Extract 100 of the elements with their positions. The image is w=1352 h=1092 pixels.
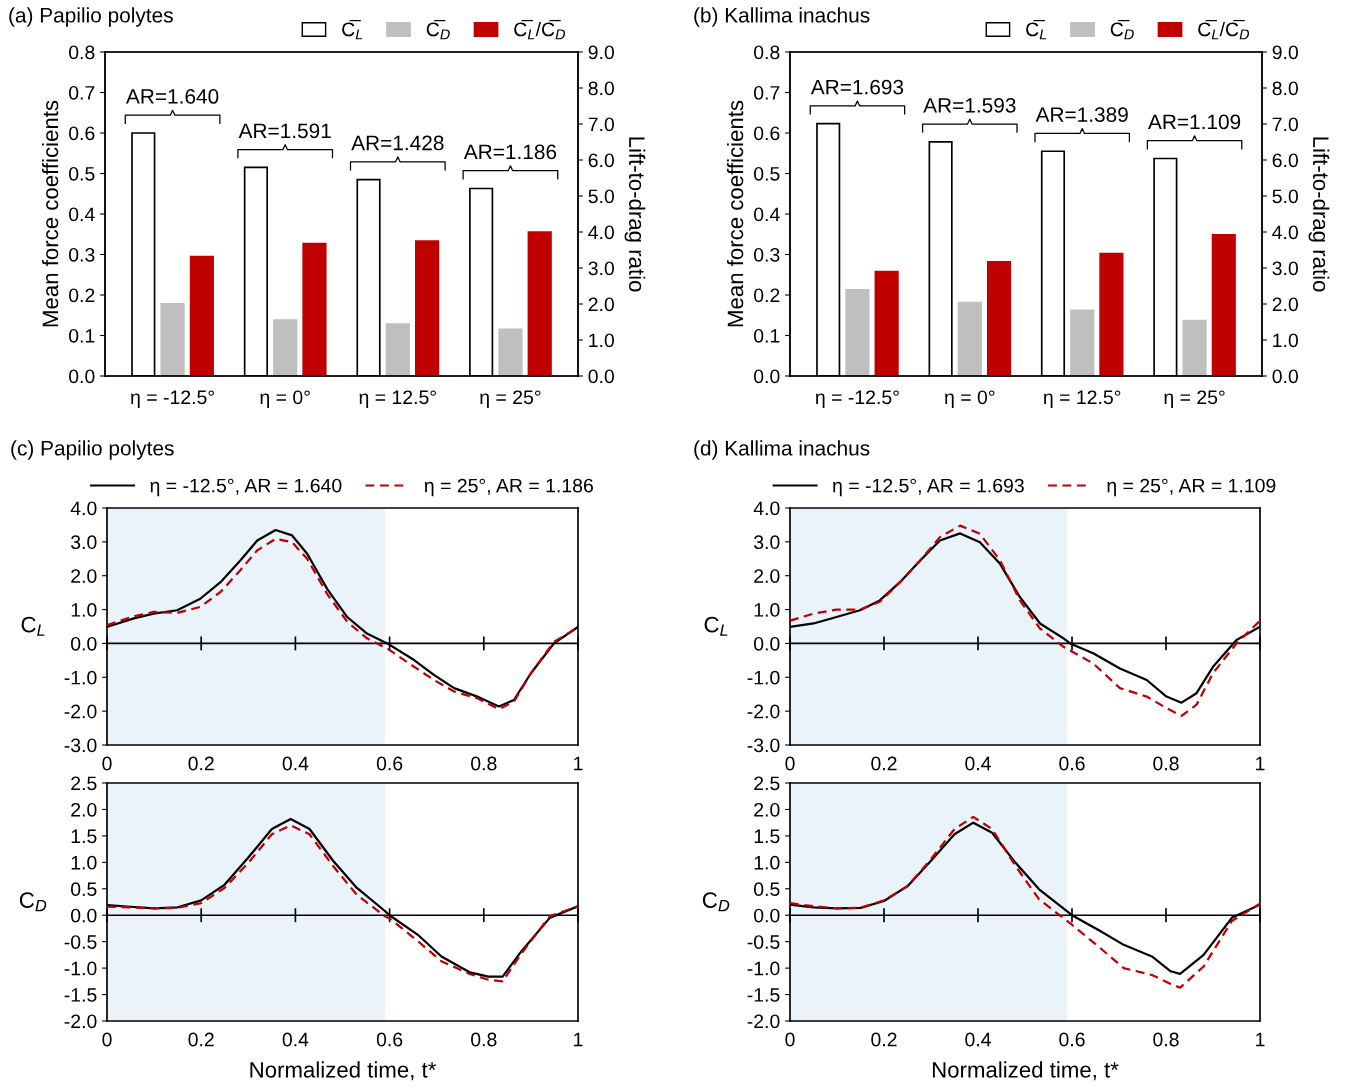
bar bbox=[273, 319, 298, 376]
x-tick-label: 0.6 bbox=[1059, 756, 1085, 771]
x-tick-label: 0.6 bbox=[376, 756, 403, 771]
y2-tick-label: 4.0 bbox=[1272, 225, 1298, 240]
y-tick-label: 1.5 bbox=[754, 829, 780, 844]
annotation: AR=1.389 bbox=[1035, 107, 1128, 122]
annotation: AR=1.428 bbox=[351, 135, 444, 151]
y-tick-label: -1.0 bbox=[747, 670, 780, 685]
y-tick-label: 2.0 bbox=[754, 569, 780, 583]
y-axis-title: Mean force coefficients bbox=[726, 100, 744, 327]
y-tick-label: 0.5 bbox=[69, 166, 95, 181]
annotation: AR=1.109 bbox=[1147, 114, 1241, 130]
y2-tick-label: 4.0 bbox=[588, 225, 614, 240]
y-tick-label: 0.5 bbox=[754, 166, 780, 181]
y-tick-label: 0.5 bbox=[71, 882, 97, 897]
y2-tick-label: 1.0 bbox=[1273, 333, 1298, 348]
x-tick-label: 0 bbox=[785, 1032, 795, 1047]
chart-title: (b) Kallima inachus bbox=[694, 7, 870, 27]
bar bbox=[1070, 309, 1095, 376]
y-tick-label: -2.0 bbox=[747, 704, 780, 719]
y-tick-label: 0.8 bbox=[754, 45, 780, 60]
x-tick-label: η = 12.5° bbox=[1043, 390, 1121, 409]
y2-tick-label: 7.0 bbox=[588, 117, 614, 132]
y-tick-label: 0.0 bbox=[754, 908, 780, 923]
y-axis-title: C$_{D}$ bbox=[702, 892, 730, 912]
x-tick-label: 0.8 bbox=[1153, 756, 1179, 771]
y-tick-label: 2.0 bbox=[71, 569, 97, 583]
legend-label: C̅$_{L}$ bbox=[342, 19, 363, 40]
y-tick-label: 0.5 bbox=[754, 882, 780, 897]
y-tick-label: -1.5 bbox=[747, 988, 780, 1002]
annotation: AR=1.693 bbox=[810, 79, 904, 95]
x-tick-label: 0.2 bbox=[871, 1032, 897, 1047]
x-tick-label: 0 bbox=[102, 1032, 112, 1047]
y-tick-label: 0.2 bbox=[754, 288, 780, 303]
y-tick-label: 2.5 bbox=[754, 776, 780, 791]
y-tick-label: 3.0 bbox=[753, 535, 780, 550]
x-tick-label: 0.2 bbox=[871, 756, 897, 771]
x-tick-label: 0.8 bbox=[471, 1032, 497, 1047]
y-tick-label: 4.0 bbox=[70, 501, 97, 516]
y2-tick-label: 6.0 bbox=[588, 153, 614, 168]
y2-tick-label: 3.0 bbox=[588, 261, 614, 276]
x-tick-label: 1 bbox=[574, 756, 583, 771]
x-tick-label: η = 0° bbox=[945, 390, 995, 409]
bar bbox=[1211, 234, 1236, 376]
y2-tick-label: 6.0 bbox=[1272, 153, 1298, 168]
x-tick-label: 0.4 bbox=[965, 1032, 991, 1047]
y-tick-label: -1.0 bbox=[64, 961, 97, 976]
y2-tick-label: 5.0 bbox=[1272, 189, 1298, 204]
x-tick-label: 0 bbox=[785, 756, 795, 771]
legend-label: η = 25°, AR = 1.109 bbox=[1107, 478, 1276, 497]
x-tick-label: 0.6 bbox=[376, 1032, 403, 1047]
x-tick-label: 0.2 bbox=[188, 1032, 214, 1047]
x-axis-title: Normalized time, t* bbox=[932, 1061, 1119, 1081]
y-tick-label: 1.0 bbox=[754, 603, 780, 617]
y-tick-label: 2.0 bbox=[71, 802, 97, 817]
chart-title: (c) Papilio polytes bbox=[11, 440, 174, 460]
x-tick-label: 0.2 bbox=[188, 756, 214, 771]
x-tick-label: 0.4 bbox=[282, 756, 309, 771]
y2-tick-label: 8.0 bbox=[1272, 81, 1298, 96]
y2-tick-label: 5.0 bbox=[588, 189, 614, 204]
legend-label: C̅$_{L}$/C̅$_{D}$ bbox=[514, 19, 566, 40]
y2-tick-label: 9.0 bbox=[1272, 45, 1298, 60]
x-tick-label: 0.8 bbox=[471, 756, 497, 771]
legend-label: C̅$_{D}$ bbox=[426, 19, 450, 40]
y-tick-label: 0.1 bbox=[754, 328, 780, 343]
annotation: AR=1.591 bbox=[238, 123, 331, 139]
x-tick-label: 0.6 bbox=[1059, 1032, 1085, 1047]
y2-axis-title: Lift-to-drag ratio bbox=[1308, 137, 1330, 292]
y-tick-label: 0.4 bbox=[754, 207, 780, 222]
legend-label: η = -12.5°, AR = 1.640 bbox=[150, 478, 342, 497]
bar bbox=[986, 261, 1012, 376]
y-tick-label: 2.0 bbox=[754, 802, 780, 817]
y-axis-title: C$_{L}$ bbox=[21, 616, 45, 636]
y-tick-label: 1.0 bbox=[71, 603, 97, 617]
x-tick-label: 0 bbox=[102, 756, 112, 771]
y-tick-label: 0.7 bbox=[754, 85, 780, 100]
x-tick-label: 1 bbox=[1256, 1032, 1265, 1047]
y-tick-label: -0.5 bbox=[64, 935, 97, 949]
x-tick-label: η = 0° bbox=[260, 390, 310, 409]
annotation: AR=1.593 bbox=[923, 97, 1016, 113]
y-tick-label: 0.3 bbox=[69, 247, 95, 262]
y2-tick-label: 9.0 bbox=[588, 45, 614, 60]
x-tick-label: 0.4 bbox=[965, 756, 991, 771]
y-tick-label: 1.0 bbox=[71, 855, 97, 870]
x-tick-label: η = -12.5° bbox=[815, 390, 899, 409]
x-axis-title: Normalized time, t* bbox=[250, 1061, 437, 1081]
y-tick-label: 0.6 bbox=[754, 126, 780, 141]
y2-tick-label: 0.0 bbox=[588, 369, 614, 384]
y-axis-title: Mean force coefficients bbox=[41, 100, 59, 327]
chart-title: (a) Papilio polytes bbox=[9, 7, 173, 27]
bar bbox=[957, 301, 982, 376]
y-tick-label: 0.0 bbox=[754, 369, 780, 384]
y-tick-label: -2.0 bbox=[64, 704, 97, 719]
y-axis-title: C$_{D}$ bbox=[19, 892, 47, 912]
y-tick-label: 0.1 bbox=[69, 328, 95, 343]
bar bbox=[414, 240, 440, 376]
y-tick-label: 2.5 bbox=[71, 776, 97, 791]
y-tick-label: -1.0 bbox=[747, 961, 780, 976]
bar bbox=[527, 231, 552, 376]
y-tick-label: 4.0 bbox=[753, 501, 780, 516]
